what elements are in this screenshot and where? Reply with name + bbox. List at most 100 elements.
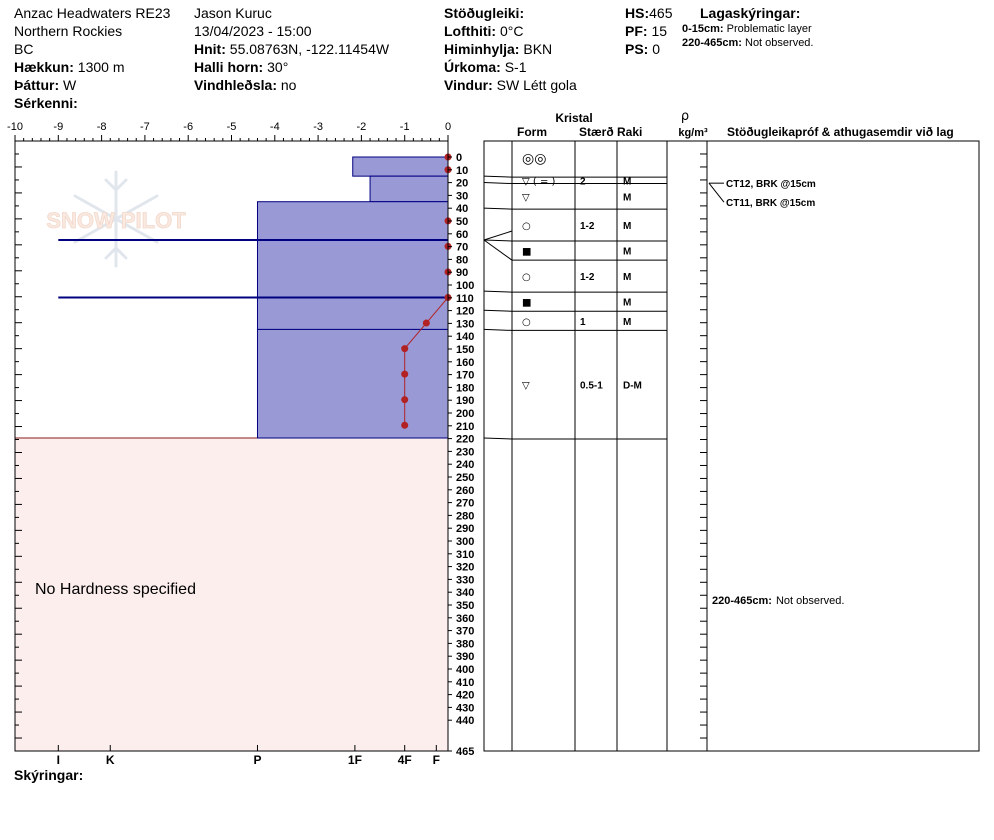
layer-size: 1-2	[580, 221, 595, 232]
depth-label: 370	[456, 626, 474, 638]
depth-label: 440	[456, 715, 474, 727]
hardness-code-label: K	[106, 753, 115, 767]
hardness-code-label: 4F	[398, 753, 412, 767]
depth-label: 290	[456, 523, 474, 535]
depth-label: 50	[456, 216, 468, 228]
region: Northern Rockies	[14, 23, 123, 39]
special-label: Sérkenni:	[14, 95, 78, 111]
layer-connector	[483, 182, 513, 185]
depth-label: 120	[456, 306, 474, 318]
layer-moisture: M	[623, 176, 631, 187]
depth-label: 220	[456, 434, 474, 446]
layer-moisture: M	[623, 272, 631, 283]
temperature-point	[401, 396, 409, 404]
layer-size: 0.5-1	[580, 381, 603, 392]
coords-row: Hnit: 55.08763N, -122.11454W	[194, 41, 390, 57]
layer-moisture: M	[623, 247, 631, 258]
layer-form: ▽	[522, 381, 530, 392]
temperature-point	[401, 345, 409, 353]
hardness-tick-label: 0	[445, 121, 451, 133]
form-header: Form	[517, 125, 547, 139]
layer-form: ■	[522, 298, 531, 309]
depth-label: 130	[456, 318, 474, 330]
depth-label: 260	[456, 485, 474, 497]
wind-loading-value: no	[280, 77, 297, 93]
stability-test-leader	[708, 182, 725, 203]
depth-label: 280	[456, 510, 474, 522]
precip-row: Úrkoma: S-1	[444, 59, 527, 75]
hardness-tick-label: -6	[183, 121, 193, 133]
layer-note-2: 220-465cm: Not observed.	[682, 37, 814, 49]
hardness-tick-label: -4	[270, 121, 280, 133]
rho-header: ρ	[681, 109, 689, 124]
layer-form: ○	[522, 272, 531, 283]
depth-label: 160	[456, 357, 474, 369]
layer-connector	[483, 175, 513, 178]
stability-test-label: CT11, BRK @15cm	[726, 198, 815, 209]
layer-connector	[483, 437, 513, 440]
depth-label: 270	[456, 498, 474, 510]
layer-table-frame	[483, 140, 980, 752]
stability-label: Stöðugleiki:	[444, 5, 525, 21]
ps-row: PS: 0	[625, 41, 661, 57]
depth-label: 200	[456, 408, 474, 420]
layer-form: ■	[522, 247, 531, 258]
layer-connector	[483, 328, 513, 331]
depth-label: 210	[456, 421, 474, 433]
wind-value: SW Létt gola	[496, 77, 577, 93]
hardness-tick-label: -8	[97, 121, 107, 133]
layer-moisture: D-M	[623, 381, 642, 392]
hardness-tick-label: -3	[313, 121, 323, 133]
hardness-tick-label: -10	[7, 121, 23, 133]
depth-label: 310	[456, 549, 474, 561]
layer-moisture: M	[623, 298, 631, 309]
layer-size: 1	[580, 317, 586, 328]
no-hardness-text: No Hardness specified	[35, 581, 196, 598]
hardness-layer-bar	[256, 201, 448, 330]
layer-form: ○	[522, 221, 531, 232]
depth-label: 330	[456, 574, 474, 586]
depth-label: 360	[456, 613, 474, 625]
sky-value: BKN	[523, 41, 553, 57]
layer-connector	[483, 239, 513, 261]
depth-label: 230	[456, 446, 474, 458]
precip-value: S-1	[504, 59, 527, 75]
depth-label: 240	[456, 459, 474, 471]
unobserved-region	[14, 437, 449, 752]
deep-layer-note: 220-465cm: Not observed.	[712, 595, 844, 607]
depth-label: 150	[456, 344, 474, 356]
pf-row: PF: 15	[625, 23, 668, 39]
layer-connector	[483, 239, 513, 242]
depth-label: 60	[456, 229, 468, 241]
province: BC	[14, 41, 34, 57]
layer-connector	[483, 309, 513, 312]
hardness-tick-label: -9	[53, 121, 63, 133]
depth-label: 350	[456, 600, 474, 612]
depth-label: 110	[456, 293, 474, 305]
depth-label: 300	[456, 536, 474, 548]
depth-label: 250	[456, 472, 474, 484]
size-header: Stærð	[579, 125, 614, 139]
ps-value: 0	[652, 41, 661, 57]
depth-label: 70	[456, 242, 468, 254]
hardness-code-label: P	[253, 753, 261, 767]
layer-moisture: M	[623, 221, 631, 232]
observer: Jason Kuruc	[194, 5, 272, 21]
hs-value: 465	[649, 5, 673, 21]
depth-label: 410	[456, 677, 474, 689]
slope-row: Halli horn: 30°	[194, 59, 289, 75]
layer-note-1: 0-15cm: Problematic layer	[682, 23, 812, 35]
depth-label: 40	[456, 203, 468, 215]
aspect-row: Þáttur: W	[14, 77, 77, 93]
hardness-tick-label: -5	[227, 121, 237, 133]
depth-label: 90	[456, 267, 468, 279]
depth-label: 320	[456, 562, 474, 574]
depth-label: 30	[456, 190, 468, 202]
hardness-layer-bar	[369, 175, 448, 203]
temperature-point	[422, 319, 430, 327]
depth-label: 420	[456, 690, 474, 702]
coords-value: 55.08763N, -122.11454W	[229, 41, 390, 57]
temperature-point	[401, 370, 409, 378]
layer-connector	[483, 230, 513, 241]
layer-moisture: M	[623, 192, 631, 203]
